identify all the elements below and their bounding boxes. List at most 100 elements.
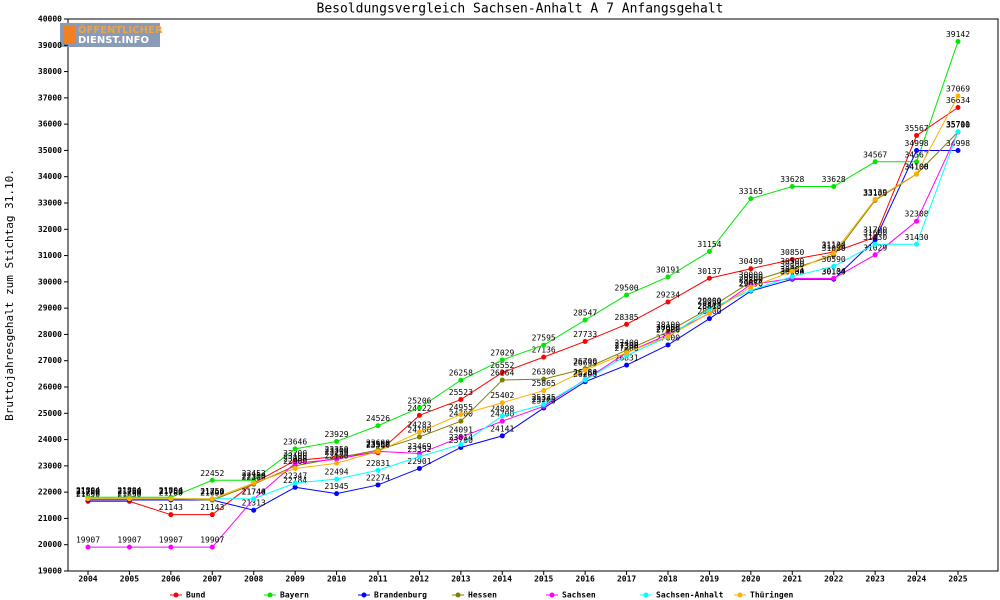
value-label: 28100 — [656, 320, 680, 329]
logo-icon — [63, 26, 75, 44]
data-point — [251, 480, 257, 486]
value-label: 28547 — [573, 309, 597, 318]
data-point — [789, 268, 795, 274]
value-label: 21650 — [76, 490, 100, 499]
data-point — [872, 237, 878, 243]
value-label: 28800 — [697, 302, 721, 311]
data-point — [416, 454, 422, 460]
value-label: 31700 — [863, 226, 887, 235]
y-tick-label: 37000 — [38, 93, 62, 102]
data-point — [624, 292, 630, 298]
y-tick-label: 32000 — [38, 225, 62, 234]
data-point — [914, 241, 920, 247]
value-label: 23500 — [366, 441, 390, 450]
data-point — [582, 317, 588, 323]
data-point — [582, 377, 588, 383]
data-point — [748, 196, 754, 202]
y-tick-label: 26000 — [38, 383, 62, 392]
value-label: 31100 — [822, 241, 846, 250]
data-point — [706, 275, 712, 281]
x-tick-label: 2011 — [368, 575, 387, 584]
y-tick-label: 28000 — [38, 330, 62, 339]
data-point — [872, 252, 878, 258]
value-label: 27200 — [615, 344, 639, 353]
x-tick-label: 2016 — [576, 575, 595, 584]
value-label: 22350 — [242, 471, 266, 480]
data-point — [292, 460, 298, 466]
value-label: 39142 — [946, 30, 970, 39]
data-point — [416, 434, 422, 440]
value-label: 30850 — [780, 248, 804, 257]
data-point — [872, 159, 878, 165]
x-tick-label: 2018 — [658, 575, 677, 584]
legend-marker — [737, 592, 743, 598]
data-point — [541, 376, 547, 382]
x-tick-label: 2025 — [948, 575, 967, 584]
value-label: 23300 — [325, 446, 349, 455]
data-point — [831, 263, 837, 269]
value-label: 21143 — [159, 503, 183, 512]
value-label: 25865 — [532, 379, 556, 388]
legend-label: Bund — [186, 591, 205, 600]
value-label: 21750 — [76, 487, 100, 496]
value-label: 23100 — [325, 452, 349, 461]
value-label: 25523 — [449, 388, 473, 397]
x-tick-label: 2022 — [824, 575, 843, 584]
value-label: 23000 — [283, 454, 307, 463]
series-line — [88, 41, 959, 498]
data-point — [831, 250, 837, 256]
value-label: 23814 — [449, 433, 473, 442]
value-label: 31430 — [863, 233, 887, 242]
data-point — [499, 413, 505, 419]
y-tick-label: 34000 — [38, 172, 62, 181]
data-point — [85, 496, 91, 502]
data-point — [582, 338, 588, 344]
value-label: 25200 — [532, 397, 556, 406]
data-point — [706, 316, 712, 322]
value-label: 35700 — [946, 121, 970, 130]
legend-label: Bayern — [280, 591, 309, 600]
series-line — [88, 149, 958, 511]
legend-label: Sachsen — [562, 591, 596, 600]
value-label: 26300 — [532, 368, 556, 377]
data-point — [458, 377, 464, 383]
value-label: 21750 — [159, 487, 183, 496]
value-label: 25402 — [490, 391, 514, 400]
x-tick-label: 2019 — [700, 575, 719, 584]
value-label: 34567 — [863, 150, 887, 159]
value-label: 29500 — [615, 284, 639, 293]
data-point — [665, 334, 671, 340]
value-label: 19907 — [159, 536, 183, 545]
y-tick-label: 33000 — [38, 199, 62, 208]
data-point — [209, 477, 215, 483]
value-label: 21750 — [200, 487, 224, 496]
data-point — [168, 496, 174, 502]
value-label: 31029 — [863, 243, 887, 252]
value-label: 31154 — [697, 240, 721, 249]
value-label: 24526 — [366, 414, 390, 423]
data-point — [458, 434, 464, 440]
value-label: 21750 — [200, 487, 224, 496]
value-label: 25265 — [532, 395, 556, 404]
value-label: 25335 — [532, 393, 556, 402]
data-point — [334, 460, 340, 466]
legend-label: Sachsen-Anhalt — [656, 591, 724, 600]
value-label: 23352 — [407, 445, 431, 454]
x-tick-label: 2017 — [617, 575, 636, 584]
value-label: 33165 — [739, 187, 763, 196]
value-label: 21700 — [159, 489, 183, 498]
data-point — [375, 482, 381, 488]
data-point — [458, 397, 464, 403]
value-label: 33628 — [822, 175, 846, 184]
value-label: 34998 — [946, 139, 970, 148]
data-point — [375, 448, 381, 454]
data-point — [416, 412, 422, 418]
x-tick-label: 2015 — [534, 575, 553, 584]
value-label: 21750 — [76, 487, 100, 496]
plot-frame — [67, 18, 999, 572]
value-label: 21750 — [117, 487, 141, 496]
x-tick-label: 2004 — [78, 575, 97, 584]
value-label: 29800 — [739, 276, 763, 285]
value-label: 27906 — [656, 325, 680, 334]
